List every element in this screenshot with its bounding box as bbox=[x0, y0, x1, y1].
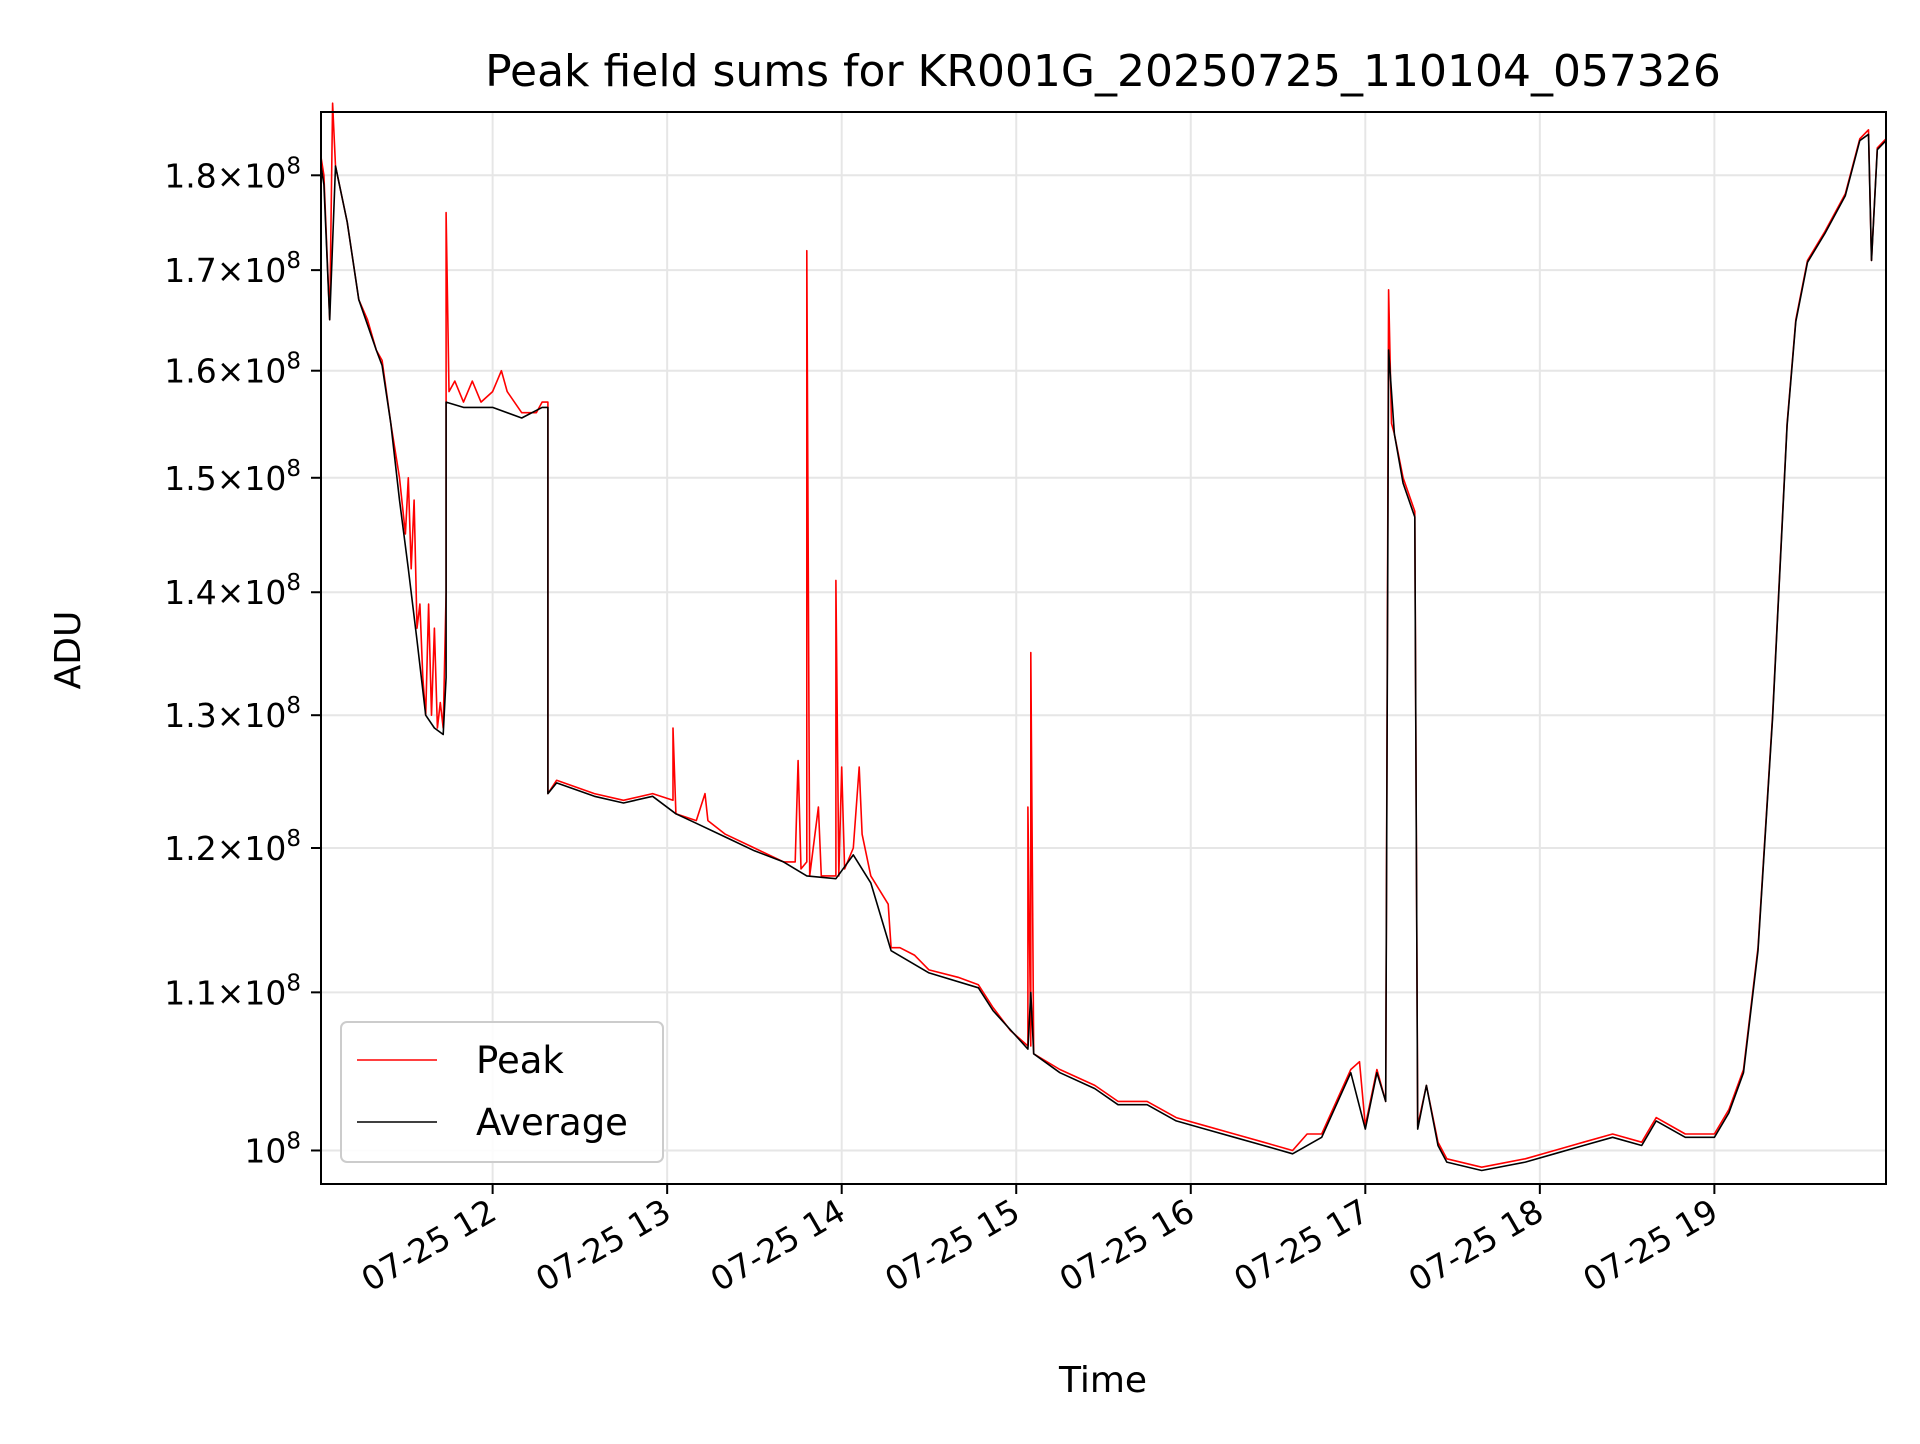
legend-box bbox=[340, 1021, 664, 1163]
series-line-peak bbox=[320, 102, 1887, 1168]
y-tick-label: 1.5×108 bbox=[164, 456, 301, 498]
legend-label-peak: Peak bbox=[476, 1039, 564, 1082]
y-tick-label: 1.4×108 bbox=[164, 570, 301, 612]
x-axis-label: Time bbox=[1058, 1360, 1147, 1401]
y-axis-label: ADU bbox=[48, 611, 89, 690]
y-tick-label: 108 bbox=[244, 1128, 301, 1170]
y-tick-label: 1.7×108 bbox=[164, 248, 301, 290]
y-tick-label: 1.3×108 bbox=[164, 693, 301, 735]
series-line-average bbox=[320, 133, 1887, 1172]
y-tick-label: 1.6×108 bbox=[164, 349, 301, 391]
chart-title: Peak field sums for KR001G_20250725_1101… bbox=[485, 46, 1721, 97]
y-tick-label: 1.1×108 bbox=[164, 970, 301, 1012]
plot-frame bbox=[320, 111, 1887, 1185]
y-tick-label: 1.2×108 bbox=[164, 826, 301, 868]
grid-layer bbox=[321, 112, 1886, 1184]
legend: Peak Average bbox=[340, 1021, 664, 1163]
y-tick-label: 1.8×108 bbox=[164, 153, 301, 195]
plot-layer bbox=[320, 102, 1887, 1172]
legend-label-average: Average bbox=[476, 1101, 628, 1144]
